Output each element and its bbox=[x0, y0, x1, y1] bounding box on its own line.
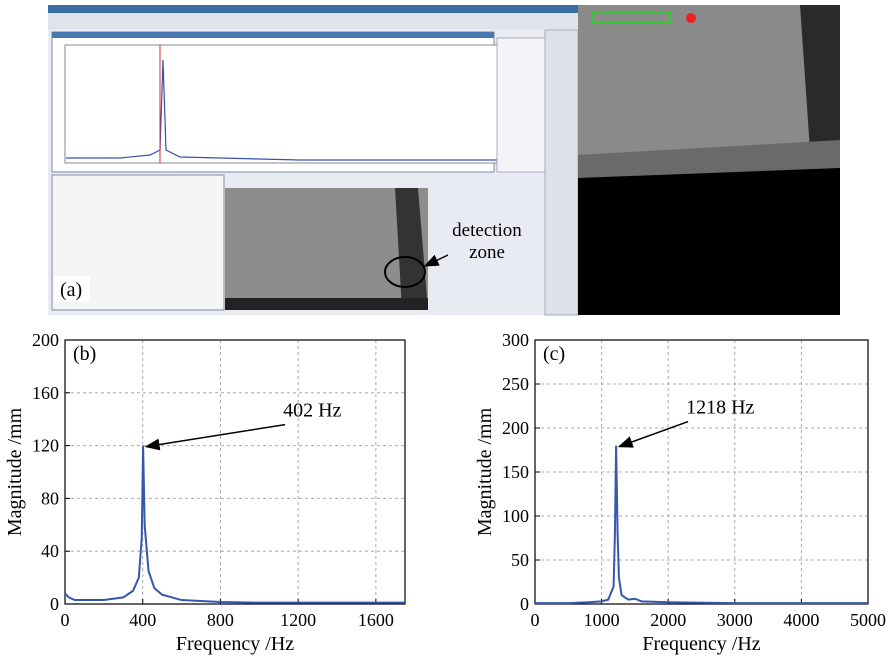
y-tick-label: 0 bbox=[50, 594, 59, 614]
camera-view bbox=[225, 188, 428, 310]
toolbar bbox=[48, 13, 578, 29]
camera-gray bbox=[578, 5, 840, 155]
status-box bbox=[591, 12, 671, 23]
y-tick-label: 150 bbox=[502, 462, 529, 482]
screenshot-panel: (a) detection zone bbox=[48, 5, 840, 316]
plot-frame bbox=[64, 339, 406, 605]
window-bar bbox=[52, 32, 494, 38]
side-panel bbox=[496, 37, 546, 173]
y-tick-label: 120 bbox=[32, 436, 59, 456]
x-tick-label: 1600 bbox=[358, 610, 394, 630]
mini-spectrum bbox=[66, 59, 497, 161]
y-tick-label: 50 bbox=[511, 550, 529, 570]
tool-panel bbox=[544, 29, 579, 316]
y-tick-label: 0 bbox=[520, 594, 529, 614]
camera-edge bbox=[578, 140, 840, 178]
x-tick-label: 1200 bbox=[280, 610, 316, 630]
y-tick-label: 250 bbox=[502, 374, 529, 394]
annotation-text: detection bbox=[452, 220, 522, 241]
dark-stripe bbox=[395, 188, 428, 310]
panel-label: (a) bbox=[60, 279, 82, 301]
x-tick-label: 0 bbox=[531, 610, 540, 630]
y-tick-label: 40 bbox=[41, 541, 59, 561]
x-axis-label: Frequency /Hz bbox=[642, 633, 760, 655]
x-tick-label: 400 bbox=[129, 610, 156, 630]
annotation-text: 402 Hz bbox=[283, 400, 341, 422]
annotation-text: zone bbox=[469, 242, 505, 263]
title-bar bbox=[48, 5, 578, 13]
panel-label: (b) bbox=[73, 343, 96, 365]
annotation-arrow bbox=[617, 420, 689, 448]
annotation-arrow bbox=[144, 423, 286, 451]
annotation-arrow bbox=[423, 254, 449, 267]
x-tick-label: 0 bbox=[61, 610, 70, 630]
spectrum-line bbox=[64, 445, 405, 604]
x-tick-label: 3000 bbox=[717, 610, 753, 630]
y-axis-label: Magnitude /mm bbox=[474, 407, 496, 536]
x-tick-label: 4000 bbox=[783, 610, 819, 630]
label-box bbox=[54, 276, 90, 302]
y-tick-label: 100 bbox=[502, 506, 529, 526]
y-tick-label: 300 bbox=[502, 330, 529, 350]
x-axis-label: Frequency /Hz bbox=[176, 633, 294, 655]
dark-edge bbox=[225, 298, 428, 310]
y-axis-label: Magnitude /mm bbox=[4, 407, 26, 536]
y-tick-label: 160 bbox=[32, 383, 59, 403]
y-tick-label: 200 bbox=[32, 330, 59, 350]
status-dot bbox=[686, 13, 696, 23]
spectrum-line bbox=[535, 445, 868, 605]
x-tick-label: 2000 bbox=[650, 610, 686, 630]
y-tick-label: 200 bbox=[502, 418, 529, 438]
panel-label: (c) bbox=[543, 343, 565, 365]
x-tick-label: 800 bbox=[207, 610, 234, 630]
detection-ellipse bbox=[384, 256, 426, 288]
camera-stripe bbox=[800, 5, 840, 150]
x-tick-label: 5000 bbox=[850, 610, 886, 630]
plot-frame bbox=[534, 339, 869, 605]
annotation-text: 1218 Hz bbox=[686, 397, 754, 419]
y-tick-label: 80 bbox=[41, 488, 59, 508]
x-tick-label: 1000 bbox=[584, 610, 620, 630]
mini-plot bbox=[64, 44, 498, 164]
plot-area bbox=[65, 340, 405, 604]
